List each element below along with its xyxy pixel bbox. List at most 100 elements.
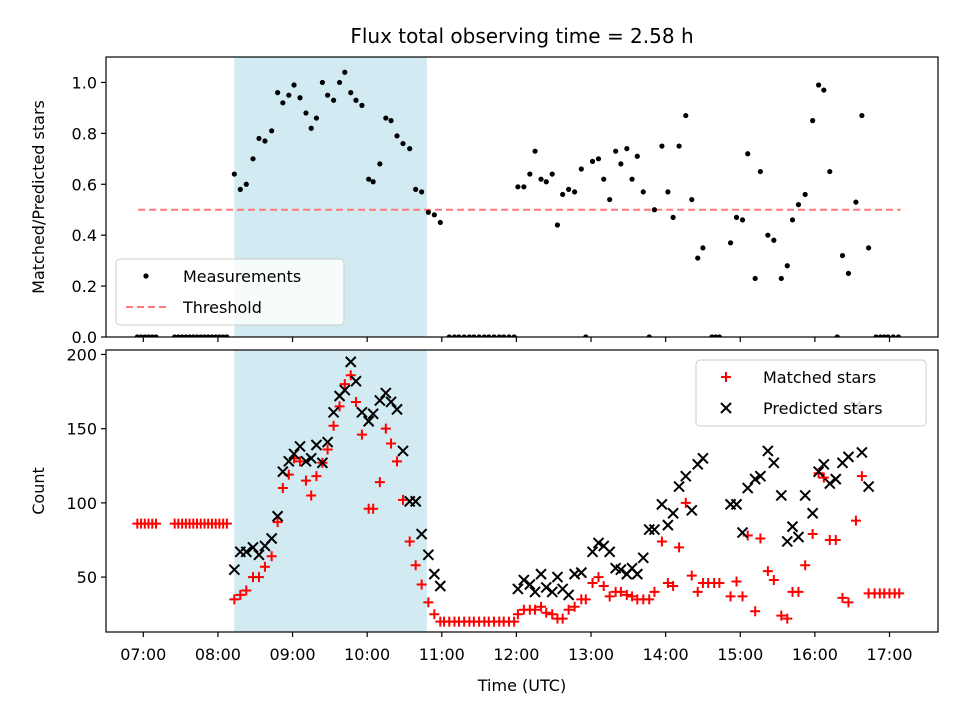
data-point [353, 97, 359, 103]
data-point [754, 470, 767, 482]
data-point [385, 396, 397, 408]
data-point [549, 171, 555, 177]
data-point [627, 591, 638, 602]
axes-frame [105, 349, 939, 633]
data-point [506, 334, 512, 337]
data-point [422, 549, 435, 561]
data-point [554, 222, 561, 228]
y-tick-label: 0.6 [72, 175, 97, 194]
data-point [613, 148, 619, 154]
data-point [775, 489, 788, 502]
data-point [649, 586, 660, 597]
data-point [291, 82, 297, 88]
data-point [752, 275, 758, 282]
data-point [350, 396, 361, 407]
data-point [362, 415, 375, 427]
data-point [400, 140, 406, 147]
data-point [674, 542, 685, 553]
y-axis-label: Matched/Predicted stars [29, 100, 48, 294]
x-tick-label: 12:00 [493, 645, 539, 664]
data-point [587, 578, 598, 589]
data-point [386, 438, 397, 449]
data-point [749, 473, 761, 485]
y-tick-label: 0.8 [72, 124, 97, 143]
plot-area [134, 69, 902, 337]
data-point [429, 609, 440, 620]
data-point [818, 458, 830, 470]
x-tick-label: 13:00 [568, 645, 614, 664]
data-point [736, 526, 749, 539]
data-point [288, 448, 300, 460]
data-point [771, 237, 777, 243]
data-point [563, 604, 574, 615]
data-point [300, 455, 312, 468]
data-point [634, 153, 640, 159]
data-point [885, 334, 891, 337]
data-point [481, 334, 487, 337]
data-point [413, 186, 419, 192]
data-point [286, 92, 292, 98]
data-point [686, 504, 698, 517]
data-point [595, 156, 602, 162]
data-point [366, 176, 372, 182]
data-point [330, 97, 337, 103]
data-point [839, 252, 846, 259]
data-point [742, 482, 754, 494]
data-point [656, 498, 668, 511]
data-point [530, 604, 541, 615]
data-point [637, 552, 649, 564]
data-point [686, 570, 697, 581]
data-point [300, 475, 311, 486]
data-point [662, 519, 674, 531]
data-point [535, 568, 547, 580]
data-point [253, 572, 264, 583]
data-point [328, 420, 339, 431]
data-point [853, 199, 859, 205]
data-point [409, 495, 422, 508]
data-point [676, 143, 682, 149]
x-tick-label: 08:00 [195, 645, 241, 664]
data-point [305, 452, 317, 465]
data-point [532, 148, 538, 154]
data-point [799, 489, 811, 502]
data-point [644, 594, 655, 605]
data-point [350, 375, 362, 387]
data-point [551, 571, 564, 583]
data-point [568, 568, 581, 580]
data-point [667, 507, 679, 519]
data-point [695, 255, 701, 261]
data-point [471, 334, 477, 337]
data-point [243, 181, 249, 187]
data-point [322, 444, 333, 455]
data-point [374, 394, 386, 407]
data-point [604, 591, 615, 602]
x-tick-label: 11:00 [419, 645, 465, 664]
data-point [624, 146, 630, 152]
data-point [830, 534, 841, 545]
data-point [689, 196, 695, 203]
data-point [890, 334, 896, 337]
data-point [776, 610, 787, 621]
data-point [629, 176, 635, 182]
data-point [651, 207, 658, 213]
data-point [266, 551, 277, 562]
data-point [692, 586, 703, 597]
data-point [303, 110, 309, 116]
data-point [308, 125, 314, 131]
data-point [873, 334, 879, 337]
data-point [716, 334, 722, 337]
data-point [524, 578, 536, 591]
data-point [615, 586, 626, 597]
data-point [784, 263, 790, 269]
data-point [512, 583, 524, 595]
data-point [557, 613, 568, 624]
data-point [643, 523, 655, 536]
data-point [383, 115, 389, 121]
data-point [456, 334, 462, 337]
data-point [397, 445, 409, 457]
data-point [262, 138, 268, 144]
data-point [583, 334, 589, 337]
y-tick-label: 50 [77, 568, 97, 587]
data-point [511, 334, 517, 337]
data-point [283, 455, 295, 468]
